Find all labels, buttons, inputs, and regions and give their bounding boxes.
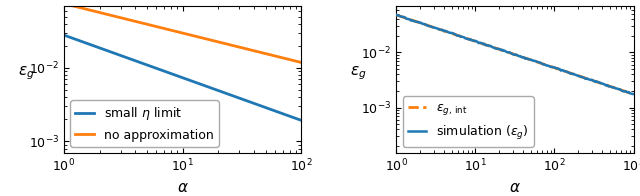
- small $\eta$ limit: [174, 75, 182, 77]
- simulation ($\varepsilon_g$): [436, 28, 444, 31]
- $\varepsilon_{g,\,\mathrm{int}}$: [407, 18, 415, 21]
- no approximation: [174, 31, 182, 33]
- $\varepsilon_{g,\,\mathrm{int}}$: [402, 17, 410, 19]
- Legend: small $\eta$ limit, no approximation: small $\eta$ limit, no approximation: [70, 100, 219, 147]
- simulation ($\varepsilon_g$): [402, 17, 410, 19]
- no approximation: [292, 60, 300, 62]
- simulation ($\varepsilon_g$): [407, 19, 415, 22]
- Line: small $\eta$ limit: small $\eta$ limit: [64, 35, 301, 120]
- simulation ($\varepsilon_g$): [618, 89, 625, 92]
- $\varepsilon_{g,\,\mathrm{int}}$: [609, 86, 617, 89]
- Legend: $\varepsilon_{g,\,\mathrm{int}}$, simulation ($\varepsilon_g$): $\varepsilon_{g,\,\mathrm{int}}$, simula…: [403, 96, 534, 147]
- small $\eta$ limit: [255, 104, 262, 106]
- simulation ($\varepsilon_g$): [630, 93, 637, 95]
- small $\eta$ limit: [298, 119, 305, 122]
- simulation ($\varepsilon_g$): [609, 86, 617, 88]
- $\varepsilon_{g,\,\mathrm{int}}$: [436, 28, 444, 31]
- $\varepsilon_{g,\,\mathrm{int}}$: [618, 89, 625, 91]
- small $\eta$ limit: [292, 117, 300, 120]
- no approximation: [189, 34, 196, 37]
- small $\eta$ limit: [189, 80, 196, 83]
- $\varepsilon_{g,\,\mathrm{int}}$: [630, 93, 637, 95]
- small $\eta$ limit: [60, 34, 68, 36]
- no approximation: [60, 3, 68, 5]
- Line: simulation ($\varepsilon_g$): simulation ($\varepsilon_g$): [396, 15, 634, 94]
- no approximation: [173, 30, 180, 33]
- Y-axis label: $\varepsilon_g$: $\varepsilon_g$: [18, 65, 35, 82]
- X-axis label: $\alpha$: $\alpha$: [177, 180, 189, 195]
- Line: $\varepsilon_{g,\,\mathrm{int}}$: $\varepsilon_{g,\,\mathrm{int}}$: [396, 15, 634, 94]
- simulation ($\varepsilon_g$): [456, 35, 463, 37]
- no approximation: [298, 61, 305, 64]
- no approximation: [202, 37, 209, 40]
- simulation ($\varepsilon_g$): [392, 14, 400, 16]
- Line: no approximation: no approximation: [64, 4, 301, 63]
- $\varepsilon_{g,\,\mathrm{int}}$: [392, 14, 400, 16]
- X-axis label: $\alpha$: $\alpha$: [509, 180, 521, 195]
- no approximation: [255, 51, 262, 53]
- small $\eta$ limit: [173, 74, 180, 77]
- $\varepsilon_{g,\,\mathrm{int}}$: [456, 35, 463, 37]
- small $\eta$ limit: [202, 85, 209, 87]
- Y-axis label: $\varepsilon_g$: $\varepsilon_g$: [350, 65, 367, 82]
